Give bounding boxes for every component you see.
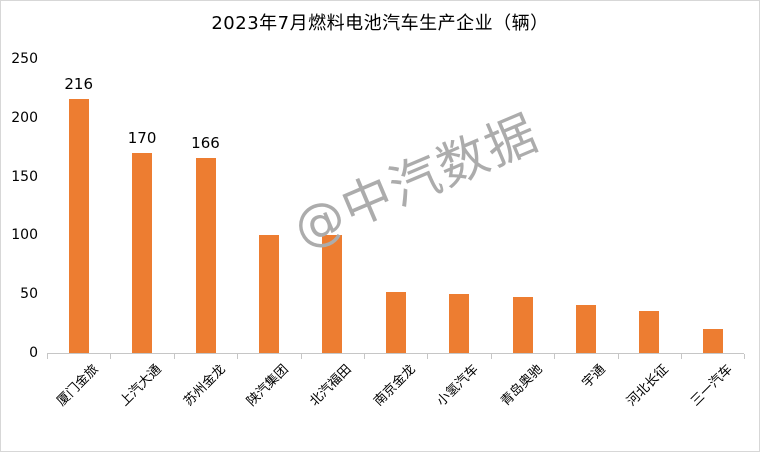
- y-axis-tick-label: 200: [11, 109, 38, 126]
- x-axis-tick: [110, 354, 112, 359]
- chart-title: 2023年7月燃料电池汽车生产企业（辆）: [211, 13, 549, 34]
- x-axis-tick: [364, 354, 365, 359]
- bar: [575, 304, 596, 353]
- x-axis-tick: [554, 354, 556, 359]
- y-axis-tick-label: 250: [11, 51, 38, 67]
- x-axis-tick: [427, 354, 429, 359]
- y-axis-tick-label: 0: [29, 345, 38, 361]
- x-axis-tick: [490, 354, 492, 359]
- x-axis-tick: [300, 354, 302, 359]
- bar: [702, 329, 723, 353]
- bar-value-label: 170: [127, 129, 157, 148]
- y-axis-tick-label: 150: [11, 168, 38, 185]
- y-axis-tick-label: 50: [20, 286, 38, 303]
- bar: [132, 153, 153, 353]
- bar: [512, 296, 533, 353]
- bar: [449, 294, 470, 353]
- bar: [639, 310, 660, 353]
- bar: [322, 235, 343, 353]
- bar: [385, 291, 406, 353]
- bar: [68, 98, 89, 353]
- bar-value-label: 216: [64, 74, 93, 93]
- x-axis-line: [47, 353, 745, 354]
- bar: [195, 157, 216, 353]
- x-axis-tick: [237, 354, 239, 359]
- x-axis-tick: [681, 354, 682, 359]
- bar-value-label: 166: [191, 133, 220, 152]
- x-axis-tick: [173, 354, 175, 359]
- y-axis-tick-label: 100: [11, 227, 38, 244]
- bar: [258, 235, 279, 353]
- x-axis-tick: [617, 354, 619, 359]
- x-axis-tick: [47, 354, 48, 359]
- x-axis-tick: [744, 354, 746, 359]
